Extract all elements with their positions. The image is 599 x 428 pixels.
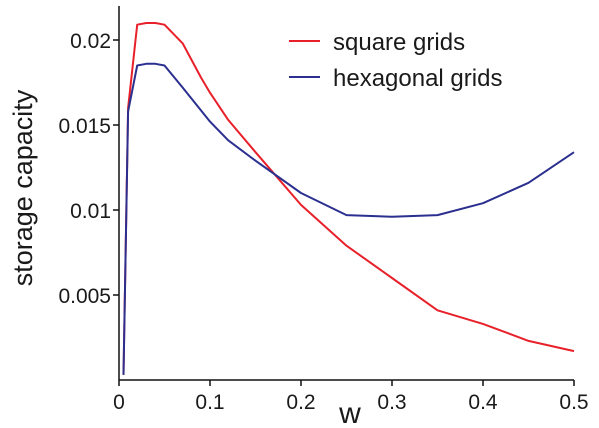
x-tick-label: 0.3: [377, 391, 406, 414]
axes: [118, 6, 574, 381]
y-tick-label: 0.015: [58, 115, 111, 138]
legend-label-hexagonal-grids: hexagonal grids: [333, 65, 502, 92]
legend: square grids hexagonal grids: [289, 29, 502, 92]
legend-label-square-grids: square grids: [333, 29, 465, 56]
hexagonal-grids-line: [122, 62, 575, 375]
x-tick-label: 0: [113, 391, 125, 414]
y-tick-label: 0.01: [70, 200, 111, 223]
y-axis-title: storage capacity: [8, 89, 38, 286]
y-tick-label: 0.005: [58, 285, 111, 308]
x-tick-label: 0.4: [468, 391, 498, 414]
x-tick-label: 0.1: [195, 391, 224, 414]
y-ticks: 0.005 0.01 0.015 0.02: [58, 30, 119, 308]
x-tick-label: 0.5: [559, 391, 588, 414]
x-ticks: 0 0.1 0.2 0.3 0.4 0.5: [113, 380, 589, 414]
series-lines: [122, 22, 575, 375]
x-tick-label: 0.2: [286, 391, 315, 414]
x-axis-title: w: [338, 397, 361, 428]
y-tick-label: 0.02: [70, 30, 111, 53]
square-grids-line: [122, 22, 575, 375]
